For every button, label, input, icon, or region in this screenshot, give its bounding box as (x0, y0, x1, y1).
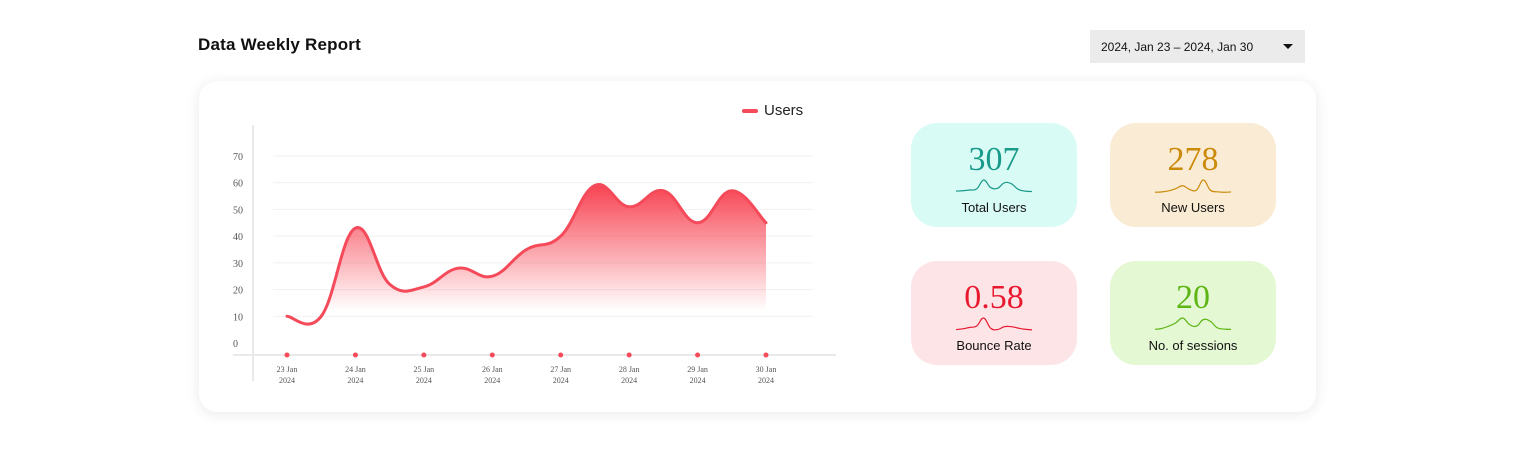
sparkline-path (955, 317, 1033, 331)
stat-label: Total Users (961, 200, 1027, 215)
y-tick-label: 60 (233, 179, 243, 190)
caret-down-icon (1283, 44, 1293, 49)
stat-card-new-users: 278 New Users (1110, 123, 1276, 227)
x-tick-year: 2024 (553, 376, 569, 385)
stat-label: New Users (1161, 200, 1225, 215)
y-tick-label: 40 (233, 232, 243, 243)
x-tick-year: 2024 (484, 376, 500, 385)
x-tick-label: 27 Jan (550, 365, 571, 374)
stat-label: No. of sessions (1148, 338, 1238, 353)
x-tick-dot (352, 352, 358, 358)
stat-value: 278 (1167, 141, 1219, 178)
x-tick-year: 2024 (621, 376, 637, 385)
sparkline (955, 317, 1033, 331)
sparkline-path (1154, 317, 1232, 330)
stat-label: Bounce Rate (956, 338, 1032, 353)
x-tick-label: 28 Jan (619, 365, 640, 374)
area-fill-users (287, 184, 767, 325)
stat-card-bounce-rate: 0.58 Bounce Rate (911, 261, 1077, 365)
date-range-dropdown[interactable]: 2024, Jan 23 – 2024, Jan 30 (1090, 30, 1305, 63)
x-tick-dot (421, 352, 427, 358)
chart-legend[interactable]: Users (742, 102, 803, 119)
y-tick-label: 70 (233, 152, 243, 163)
date-range-value: 2024, Jan 23 – 2024, Jan 30 (1101, 39, 1254, 54)
x-tick-label: 24 Jan (345, 365, 366, 374)
sparkline (1154, 317, 1232, 330)
x-tick-dot (763, 352, 769, 358)
legend-swatch-users (742, 108, 758, 113)
sparkline-path (955, 179, 1033, 193)
x-tick-dot (626, 352, 632, 358)
stat-value: 20 (1176, 279, 1210, 316)
x-tick-year: 2024 (416, 376, 432, 385)
x-tick-dot (489, 352, 495, 358)
y-tick-label: 10 (233, 312, 243, 323)
x-tick-label: 23 Jan (277, 365, 298, 374)
x-tick-dot (558, 352, 564, 358)
x-tick-year: 2024 (758, 376, 774, 385)
sparkline (1154, 179, 1232, 193)
x-tick-label: 29 Jan (687, 365, 708, 374)
x-tick-label: 25 Jan (414, 365, 435, 374)
stat-card-total-users: 307 Total Users (911, 123, 1077, 227)
x-tick-year: 2024 (279, 376, 295, 385)
x-tick-year: 2024 (347, 376, 363, 385)
x-tick-year: 2024 (690, 376, 706, 385)
legend-label-users: Users (764, 102, 804, 119)
page-title: Data Weekly Report (198, 35, 361, 54)
stat-value: 0.58 (964, 279, 1024, 316)
y-tick-label: 20 (233, 286, 243, 297)
x-tick-label: 26 Jan (482, 365, 503, 374)
x-tick-dot (695, 352, 701, 358)
x-tick-label: 30 Jan (756, 365, 777, 374)
y-tick-label: 30 (233, 259, 243, 270)
y-tick-label: 50 (233, 205, 243, 216)
stat-value: 307 (968, 141, 1020, 178)
stat-card-sessions: 20 No. of sessions (1110, 261, 1276, 365)
x-tick-dot (284, 352, 290, 358)
series-line-users (285, 183, 768, 326)
sparkline (955, 179, 1033, 193)
sparkline-path (1154, 179, 1232, 193)
y-tick-label: 0 (233, 339, 238, 350)
